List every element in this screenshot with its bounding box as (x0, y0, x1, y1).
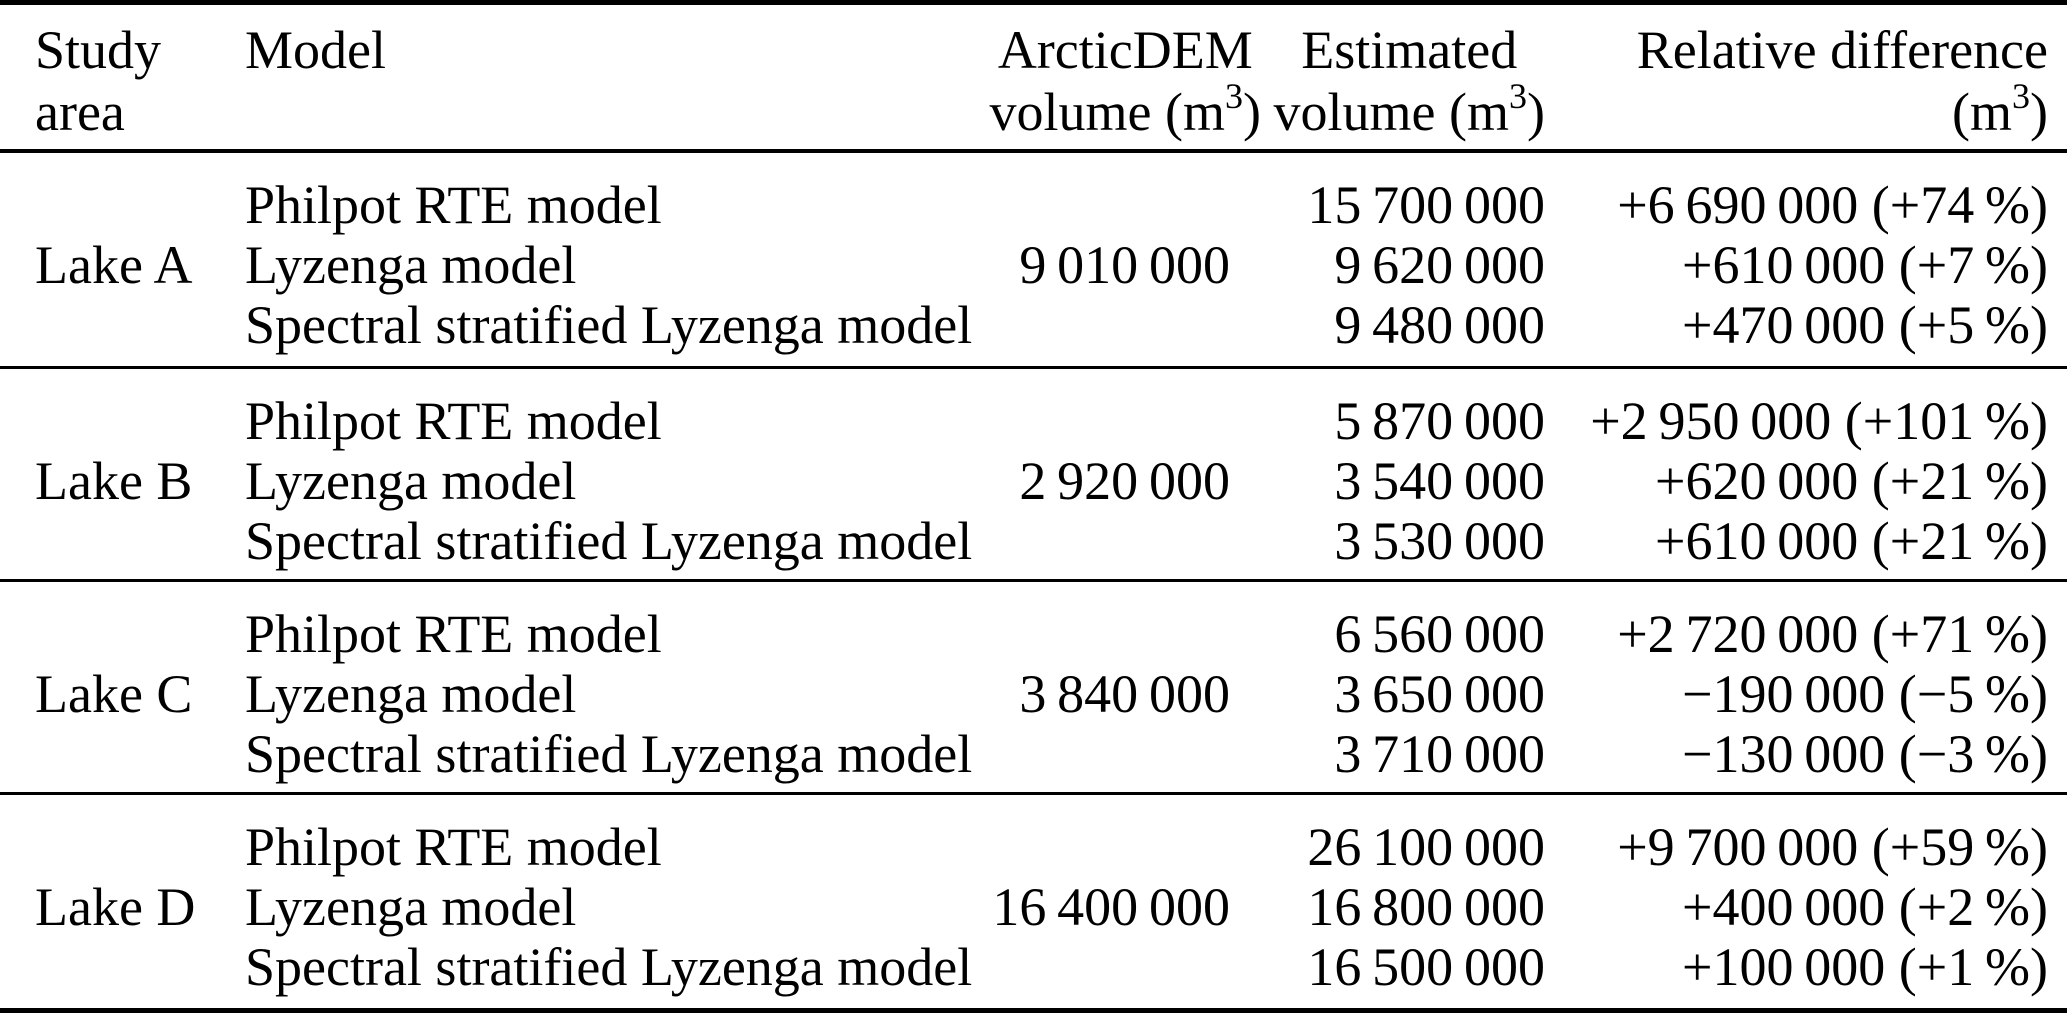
model-name: Lyzenga model (245, 235, 577, 295)
estimated-volume-value: 26 100 000 (1307, 817, 1545, 877)
relative-difference-value: −190 000 (−5 %) (1682, 664, 2048, 724)
lake-group-b: Lake B Philpot RTE model Lyzenga model S… (0, 366, 2067, 579)
col-header-relative-line1: Relative difference (1636, 20, 2048, 80)
table-header: Study area Model ArcticDEM volume (m3) E… (0, 5, 2067, 153)
model-name: Philpot RTE model (245, 175, 662, 235)
estimated-volume-value: 16 500 000 (1307, 937, 1545, 997)
relative-difference-value: +2 950 000 (+101 %) (1590, 391, 2048, 451)
model-name: Spectral stratified Lyzenga model (245, 511, 973, 571)
relative-difference-value: −130 000 (−3 %) (1682, 724, 2048, 784)
relative-difference-value: +610 000 (+7 %) (1682, 235, 2048, 295)
model-name: Spectral stratified Lyzenga model (245, 295, 973, 355)
col-header-estimated-line2: volume (m3) (1273, 76, 1545, 142)
col-header-estimated-line1: Estimated (1301, 20, 1518, 80)
col-header-study-area: Study area (0, 19, 245, 149)
model-name: Lyzenga model (245, 664, 577, 724)
model-name: Philpot RTE model (245, 604, 662, 664)
col-header-relative-line2: (m3) (1952, 76, 2048, 142)
model-name: Spectral stratified Lyzenga model (245, 937, 973, 997)
relative-difference-value: +470 000 (+5 %) (1682, 295, 2048, 355)
estimated-volume-value: 6 560 000 (1334, 604, 1545, 664)
unit-superscript: 3 (2012, 76, 2031, 116)
relative-difference-value: +9 700 000 (+59 %) (1617, 817, 2048, 877)
relative-difference-value: +400 000 (+2 %) (1682, 877, 2048, 937)
estimated-volume-value: 9 620 000 (1334, 235, 1545, 295)
model-name: Philpot RTE model (245, 391, 662, 451)
study-area-label: Lake A (35, 235, 193, 295)
arcticdem-volume-value: 3 840 000 (1019, 664, 1230, 724)
col-header-study-area-line2: area (35, 82, 125, 142)
relative-difference-value: +620 000 (+21 %) (1655, 451, 2048, 511)
arcticdem-volume-value: 9 010 000 (1019, 235, 1230, 295)
study-area-label: Lake B (35, 451, 193, 511)
study-area-label: Lake C (35, 664, 193, 724)
estimated-volume-value: 3 540 000 (1334, 451, 1545, 511)
col-header-relative-difference: Relative difference (m3) (1545, 19, 2048, 149)
model-name: Lyzenga model (245, 451, 577, 511)
estimated-volume-value: 3 650 000 (1334, 664, 1545, 724)
model-name: Spectral stratified Lyzenga model (245, 724, 973, 784)
estimated-volume-value: 3 530 000 (1334, 511, 1545, 571)
col-header-arcticdem-line2: volume (m3) (989, 76, 1261, 142)
model-name: Philpot RTE model (245, 817, 662, 877)
relative-difference-value: +6 690 000 (+74 %) (1617, 175, 2048, 235)
relative-difference-value: +2 720 000 (+71 %) (1617, 604, 2048, 664)
lake-group-d: Lake D Philpot RTE model Lyzenga model S… (0, 792, 2067, 1005)
relative-difference-value: +100 000 (+1 %) (1682, 937, 2048, 997)
relative-difference-value: +610 000 (+21 %) (1655, 511, 2048, 571)
arcticdem-volume-value: 2 920 000 (1019, 451, 1230, 511)
estimated-volume-value: 5 870 000 (1334, 391, 1545, 451)
col-header-model: Model (245, 20, 386, 80)
arcticdem-volume-value: 16 400 000 (992, 877, 1230, 937)
col-header-study-area-line1: Study (35, 20, 162, 80)
estimated-volume-value: 16 800 000 (1307, 877, 1545, 937)
estimated-volume-value: 9 480 000 (1334, 295, 1545, 355)
unit-superscript: 3 (1225, 76, 1244, 116)
lake-group-c: Lake C Philpot RTE model Lyzenga model S… (0, 579, 2067, 792)
model-name: Lyzenga model (245, 877, 577, 937)
estimated-volume-value: 15 700 000 (1307, 175, 1545, 235)
study-area-label: Lake D (35, 877, 196, 937)
col-header-arcticdem-volume: ArcticDEM volume (m3) (965, 19, 1261, 149)
col-header-estimated-volume: Estimated volume (m3) (1230, 19, 1545, 149)
estimated-volume-value: 3 710 000 (1334, 724, 1545, 784)
col-header-arcticdem-line1: ArcticDEM (997, 20, 1253, 80)
lake-group-a: Lake A Philpot RTE model Lyzenga model S… (0, 153, 2067, 366)
unit-superscript: 3 (1509, 76, 1528, 116)
